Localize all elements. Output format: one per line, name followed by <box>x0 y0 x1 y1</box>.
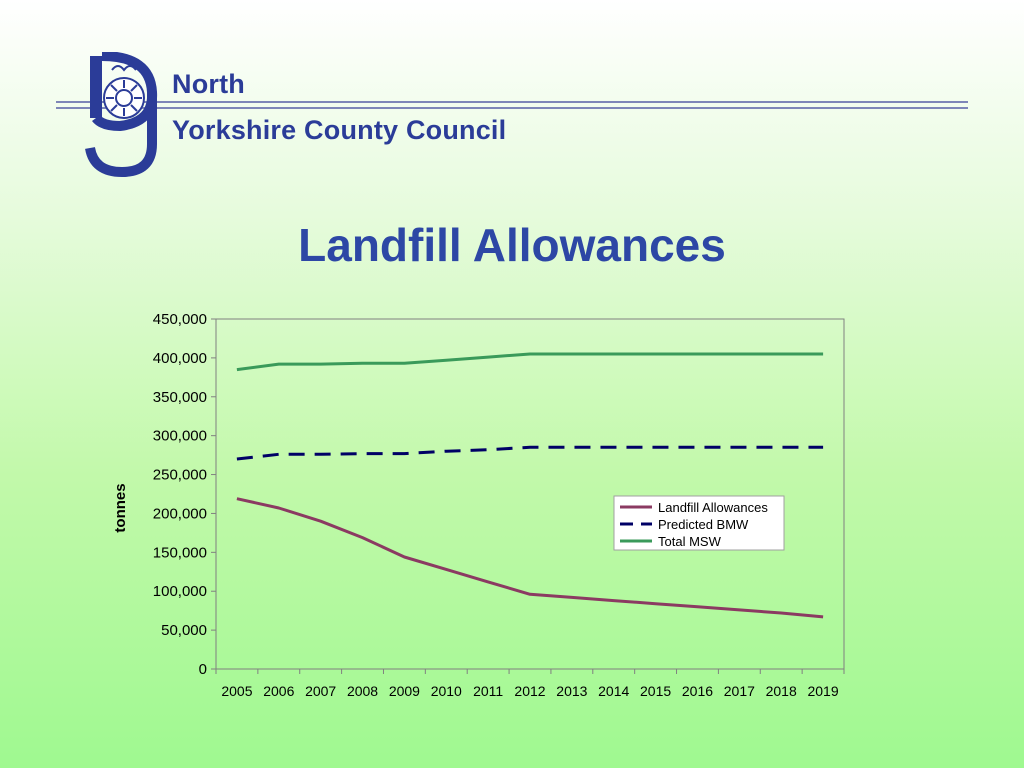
x-tick-label: 2010 <box>431 683 462 699</box>
x-tick-label: 2012 <box>514 683 545 699</box>
x-tick-label: 2014 <box>598 683 629 699</box>
x-tick-label: 2007 <box>305 683 336 699</box>
slide-title: Landfill Allowances <box>298 219 726 271</box>
plot-area: 0 50,000 100,000 150,000 200,000 250,000 300,0… <box>112 311 845 699</box>
y-tick-label: 350,000 <box>153 389 207 406</box>
y-tick-label: 450,000 <box>153 311 207 328</box>
org-name-line2: Yorkshire County Council <box>172 115 507 145</box>
header-rule-top <box>56 101 968 103</box>
series-line-1 <box>236 445 824 461</box>
y-tick-label: 50,000 <box>161 622 207 639</box>
y-tick-label: 150,000 <box>153 544 207 561</box>
x-tick-label: 2006 <box>263 683 294 699</box>
legend-label-0: Landfill Allowances <box>658 500 768 515</box>
y-tick-label: 300,000 <box>153 428 207 445</box>
x-tick-label: 2009 <box>389 683 420 699</box>
series-line-0 <box>236 497 824 619</box>
x-tick-label: 2015 <box>640 683 671 699</box>
x-tick-label: 2008 <box>347 683 378 699</box>
y-tick-label: 100,000 <box>153 583 207 600</box>
legend-label-1: Predicted BMW <box>658 517 749 532</box>
y-tick-label: 200,000 <box>153 505 207 522</box>
y-tick-label: 0 <box>199 661 207 678</box>
header-rule-bottom <box>56 107 968 109</box>
x-tick-label: 2019 <box>807 683 838 699</box>
x-tick-label: 2011 <box>473 683 503 699</box>
y-tick-label: 250,000 <box>153 467 207 484</box>
plot-frame <box>215 318 845 670</box>
x-tick-label: 2017 <box>724 683 755 699</box>
series-line-2 <box>236 352 824 372</box>
legend-label-2: Total MSW <box>658 534 722 549</box>
y-axis-label: tonnes <box>112 483 129 532</box>
x-tick-label: 2005 <box>221 683 252 699</box>
x-tick-label: 2013 <box>556 683 587 699</box>
council-crest-icon <box>85 52 158 178</box>
line-chart: 0 50,000 100,000 150,000 200,000 250,000 300,0… <box>112 311 845 699</box>
x-tick-label: 2018 <box>766 683 797 699</box>
y-tick-label: 400,000 <box>153 350 207 367</box>
x-tick-label: 2016 <box>682 683 713 699</box>
org-name-line1: North <box>172 69 245 99</box>
header: North Yorkshire County Council <box>0 0 1024 190</box>
